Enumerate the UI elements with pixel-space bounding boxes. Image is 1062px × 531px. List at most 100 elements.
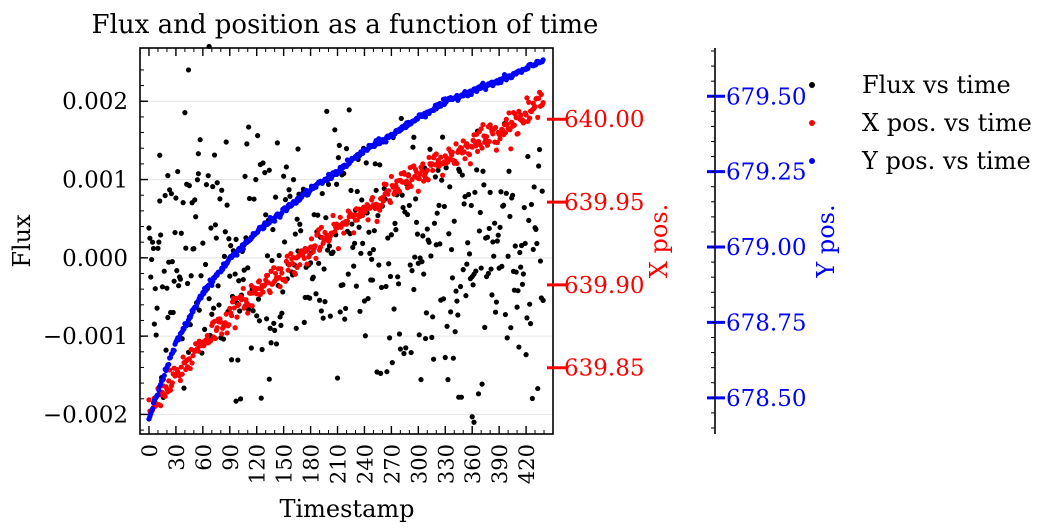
data-point — [497, 224, 503, 230]
data-point — [397, 346, 403, 352]
data-point — [512, 243, 518, 249]
data-point — [316, 260, 322, 266]
data-point — [410, 144, 416, 150]
y-pos-tick-label: 678.75 — [726, 310, 806, 336]
data-point — [528, 201, 535, 208]
data-point — [526, 217, 532, 223]
data-point — [271, 265, 277, 271]
data-point — [195, 171, 201, 177]
data-point — [507, 127, 513, 133]
data-point — [509, 192, 516, 198]
data-point — [458, 145, 465, 151]
data-point — [157, 198, 163, 204]
data-point — [146, 225, 152, 231]
data-point — [479, 381, 485, 387]
data-point — [184, 280, 191, 287]
data-point — [324, 108, 330, 114]
data-point — [375, 212, 381, 219]
data-point — [209, 311, 215, 317]
data-point — [441, 203, 447, 210]
data-point — [501, 202, 507, 208]
data-point — [457, 283, 464, 290]
data-point — [334, 181, 340, 187]
series-0 — [146, 43, 546, 425]
data-point — [264, 253, 271, 259]
data-point — [387, 335, 393, 341]
data-point — [282, 278, 289, 284]
data-point — [272, 327, 278, 333]
data-point — [348, 187, 354, 194]
data-point — [211, 305, 217, 311]
data-point — [467, 161, 473, 167]
data-point — [477, 209, 483, 216]
data-point — [301, 255, 307, 261]
data-point — [454, 298, 460, 304]
data-point — [191, 246, 197, 252]
data-point — [154, 305, 160, 311]
data-point — [211, 152, 218, 158]
data-point — [479, 145, 485, 151]
data-point — [316, 297, 323, 303]
data-point — [388, 173, 394, 180]
data-point — [161, 268, 167, 274]
data-point — [389, 360, 395, 366]
data-point — [260, 289, 266, 295]
data-point — [165, 173, 171, 179]
data-point — [451, 218, 457, 224]
data-point — [413, 196, 419, 202]
data-point — [428, 253, 434, 259]
data-point — [527, 321, 534, 327]
x-tick-label: 30 — [165, 444, 189, 471]
flux-tick-label: 0.001 — [62, 168, 128, 194]
data-point — [158, 232, 164, 238]
data-point — [411, 134, 417, 140]
data-point — [430, 314, 436, 320]
data-point — [492, 220, 498, 226]
data-point — [393, 227, 399, 233]
data-point — [335, 245, 342, 252]
data-point — [292, 271, 298, 277]
data-point — [369, 256, 375, 262]
data-point — [384, 369, 390, 375]
data-point — [226, 236, 232, 242]
data-point — [214, 180, 220, 186]
data-point — [196, 307, 202, 313]
data-point — [200, 240, 206, 246]
data-point — [221, 253, 227, 259]
data-point — [470, 282, 476, 288]
data-point — [464, 261, 470, 267]
data-point — [149, 239, 156, 245]
data-point — [354, 217, 360, 223]
data-point — [494, 139, 500, 146]
data-point — [292, 231, 298, 237]
data-point — [188, 273, 194, 279]
data-point — [162, 393, 168, 399]
data-point — [319, 190, 325, 197]
x-tick-label: 300 — [407, 444, 431, 484]
data-point — [356, 224, 362, 230]
legend-marker-y-pos — [809, 158, 815, 164]
data-point — [400, 204, 406, 211]
data-point — [401, 350, 407, 357]
data-point — [471, 419, 477, 425]
data-point — [430, 356, 437, 362]
data-point — [161, 372, 167, 379]
data-point — [513, 269, 519, 275]
data-point — [483, 86, 489, 93]
data-point — [536, 95, 542, 101]
data-point — [412, 254, 418, 260]
data-point — [263, 212, 269, 218]
flux-tick-label: −0.001 — [43, 324, 128, 350]
data-point — [440, 296, 447, 302]
data-point — [490, 239, 496, 245]
legend-label-flux: Flux vs time — [862, 71, 1011, 99]
data-point — [266, 167, 272, 173]
data-point — [297, 221, 303, 227]
data-point — [371, 228, 377, 234]
data-point — [167, 387, 174, 393]
data-point — [320, 315, 326, 321]
data-point — [383, 283, 389, 290]
data-point — [408, 349, 414, 356]
data-point — [215, 283, 221, 289]
data-point — [535, 114, 541, 120]
